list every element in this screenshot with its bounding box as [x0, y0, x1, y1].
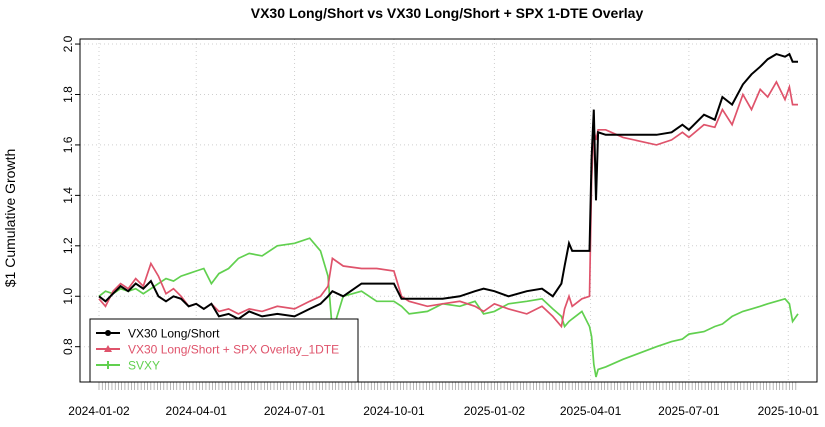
x-tick-label: 2025-04-01: [560, 404, 622, 418]
x-tick-label: 2024-07-01: [264, 404, 326, 418]
y-tick-label: 1.8: [61, 86, 75, 103]
legend-marker-circle: [105, 330, 111, 336]
legend-label: VX30 Long/Short: [128, 327, 220, 341]
y-tick-label: 1.4: [61, 187, 75, 204]
legend-label: VX30 Long/Short + SPX Overlay_1DTE: [128, 343, 339, 357]
series-line-1: [98, 80, 798, 329]
legend-label: SVXY: [128, 359, 160, 373]
y-axis-label: $1 Cumulative Growth: [2, 149, 18, 288]
x-axis: 2024-01-02 2024-04-01 2024-07-01 2024-10-01…: [68, 382, 819, 418]
y-tick-label: 1.2: [61, 237, 75, 254]
y-axis: 0.8 1.0 1.2 1.4 1.6 1.8 2.0: [61, 35, 80, 355]
y-tick-label: 0.8: [61, 338, 75, 355]
legend-marker-triangle: [104, 345, 112, 352]
x-tick-label: 2024-01-02: [68, 404, 130, 418]
y-tick-label: 1.0: [61, 288, 75, 305]
plot-frame: [79, 38, 818, 383]
chart-title: VX30 Long/Short vs VX30 Long/Short + SPX…: [251, 5, 644, 21]
x-tick-label: 2025-07-01: [658, 404, 720, 418]
grid: [80, 39, 817, 382]
x-tick-label: 2025-01-02: [464, 404, 526, 418]
series-lines: [98, 52, 799, 378]
legend-box: [89, 318, 359, 383]
x-tick-label: 2025-10-01: [758, 404, 820, 418]
x-tick-label: 2024-10-01: [363, 404, 425, 418]
series-line-0: [98, 52, 798, 321]
x-tick-label: 2024-04-01: [166, 404, 228, 418]
y-tick-label: 1.6: [61, 136, 75, 153]
legend: VX30 Long/Short VX30 Long/Short + SPX Ove…: [89, 318, 359, 383]
y-tick-label: 2.0: [61, 35, 75, 52]
